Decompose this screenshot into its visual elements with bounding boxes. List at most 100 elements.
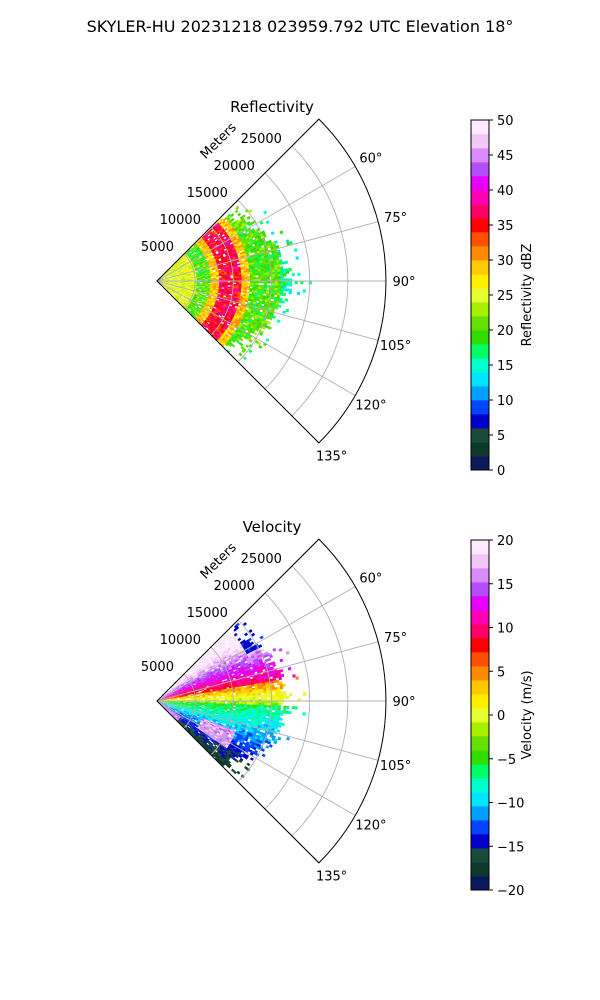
field-cell <box>160 700 164 701</box>
field-cell <box>210 242 215 246</box>
field-cell <box>168 289 171 292</box>
field-cell <box>257 691 262 694</box>
field-cell <box>263 281 268 284</box>
field-cell <box>210 299 214 302</box>
field-cell <box>201 680 205 684</box>
field-cell <box>233 237 238 241</box>
field-cell <box>180 268 184 271</box>
field-cell <box>266 270 270 273</box>
field-cell <box>227 231 231 236</box>
field-cell <box>197 315 201 319</box>
azimuth-line <box>156 280 379 341</box>
field-cell <box>173 274 177 276</box>
field-cell <box>178 691 182 693</box>
field-cell <box>228 660 233 664</box>
field-cell <box>174 290 178 293</box>
field-cell <box>175 272 179 275</box>
field-cell <box>187 673 190 676</box>
field-cell <box>219 261 223 264</box>
field-cell <box>241 281 245 283</box>
field-cell <box>246 657 250 661</box>
field-cell <box>208 654 212 658</box>
field-cell <box>176 297 179 301</box>
field-cell <box>214 303 218 306</box>
field-cell <box>185 687 189 690</box>
field-cell <box>165 690 169 694</box>
field-cell <box>242 650 247 655</box>
field-cell <box>189 290 193 293</box>
field-cell <box>207 703 211 705</box>
field-cell <box>242 347 247 352</box>
field-cell <box>192 312 196 316</box>
field-cell <box>230 321 234 325</box>
field-cell <box>212 292 216 295</box>
field-cell <box>222 245 226 249</box>
field-cell <box>219 667 223 670</box>
field-cell <box>221 307 226 311</box>
field-cell <box>210 284 214 286</box>
field-cell <box>185 294 189 297</box>
field-cell <box>162 283 166 285</box>
field-cell <box>165 278 169 280</box>
field-cell <box>224 237 228 241</box>
field-cell <box>269 654 273 659</box>
field-cell <box>192 676 196 679</box>
field-cell <box>238 274 242 277</box>
field-cell <box>203 321 207 325</box>
field-cell <box>197 258 201 261</box>
field-cell <box>207 305 211 308</box>
field-cell <box>201 249 205 252</box>
field-cell <box>279 658 284 663</box>
field-cell <box>263 692 267 696</box>
field-cell <box>283 285 287 289</box>
field-cell <box>207 325 211 329</box>
azimuth-line <box>156 280 356 396</box>
field-cell <box>239 662 243 666</box>
field-cell <box>241 323 246 327</box>
field-cell <box>171 279 175 281</box>
field-cell <box>205 675 209 679</box>
field-cell <box>208 683 212 686</box>
field-cell <box>187 693 191 696</box>
field-cell <box>223 688 227 691</box>
field-cell <box>184 678 187 681</box>
field-cell <box>255 286 259 290</box>
field-cell <box>225 635 229 640</box>
field-cell <box>201 315 205 319</box>
field-cell <box>174 690 178 693</box>
field-cell <box>263 289 267 292</box>
field-cell <box>209 307 213 310</box>
field-cell <box>173 291 177 295</box>
field-cell <box>213 305 217 308</box>
field-cell <box>196 295 200 298</box>
field-cell <box>194 664 198 668</box>
field-cell <box>210 298 214 301</box>
field-cell <box>213 644 218 648</box>
field-cell <box>184 294 188 297</box>
field-cell <box>161 695 165 698</box>
field-cell <box>193 295 197 298</box>
field-cell <box>221 301 225 304</box>
field-cell <box>174 295 178 298</box>
field-cell <box>193 301 197 304</box>
field-cell <box>189 269 193 272</box>
field-cell <box>230 670 234 673</box>
field-cell <box>186 688 190 690</box>
field-cell <box>170 268 174 271</box>
field-cell <box>168 690 172 693</box>
field-cell <box>268 671 273 675</box>
field-cell <box>222 296 226 299</box>
field-cell <box>172 287 176 290</box>
field-cell <box>266 688 270 691</box>
field-cell <box>223 256 227 259</box>
field-cell <box>224 227 228 232</box>
field-cell <box>168 269 171 272</box>
field-cell <box>266 703 270 706</box>
field-cell <box>196 683 200 686</box>
field-cell <box>202 295 206 298</box>
field-cell <box>170 291 174 294</box>
field-cell <box>253 669 258 673</box>
field-cell <box>190 310 194 314</box>
field-cell <box>194 314 198 318</box>
field-cell <box>171 283 175 285</box>
